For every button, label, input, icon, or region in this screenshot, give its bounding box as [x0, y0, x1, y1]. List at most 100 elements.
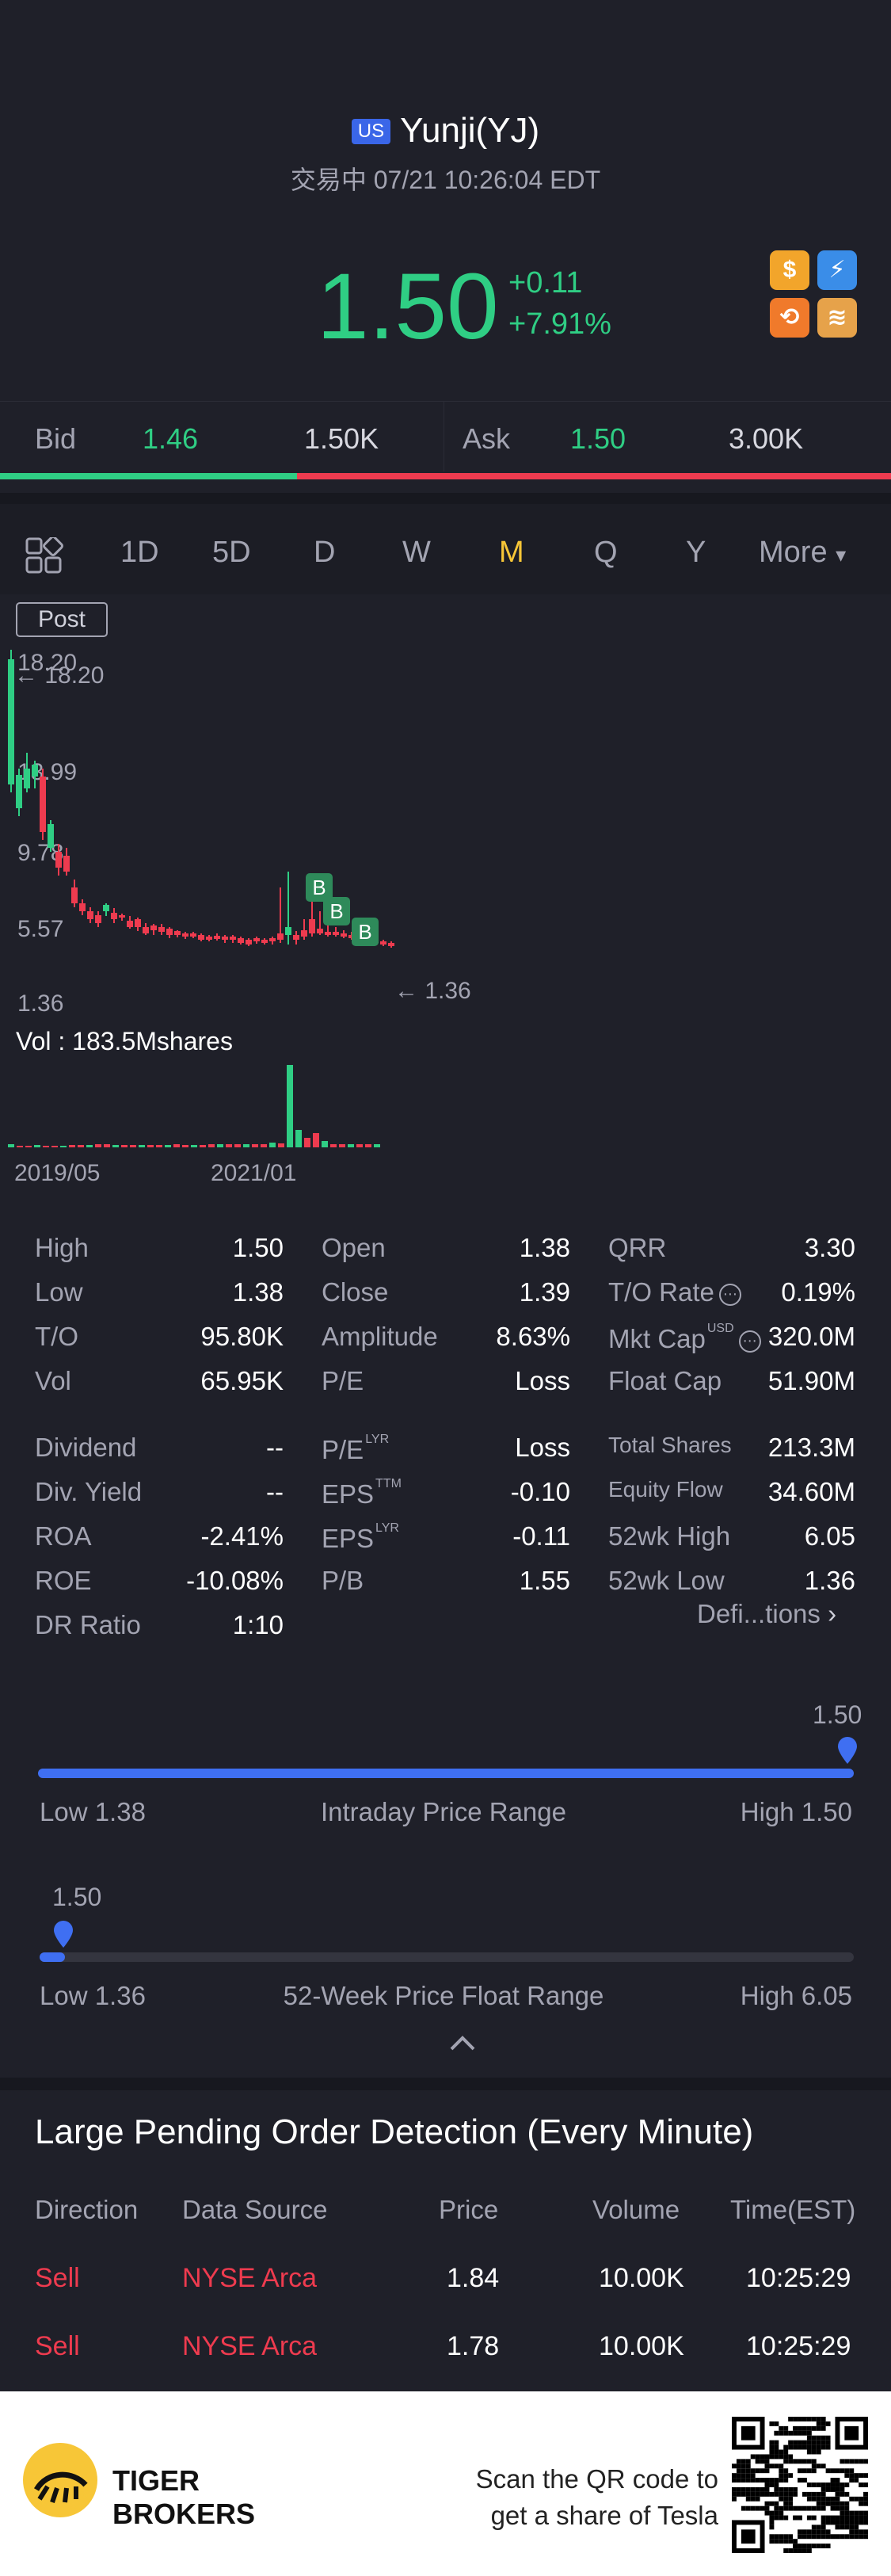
- qr-module: [830, 2478, 836, 2483]
- qr-module: [816, 2483, 821, 2487]
- qr-module: [745, 2468, 751, 2474]
- tab-1d[interactable]: 1D: [120, 536, 159, 569]
- info-icon[interactable]: ⋯: [718, 1284, 741, 1306]
- candle-body: [309, 919, 315, 933]
- volume-bar: [339, 1144, 345, 1147]
- volume-bar: [17, 1146, 23, 1147]
- tab-more[interactable]: More ▾: [759, 536, 846, 570]
- qr-module: [745, 2478, 751, 2483]
- qr-module: [859, 2483, 864, 2487]
- y-label-4: 5.57: [17, 916, 64, 942]
- candle-body: [24, 769, 30, 788]
- stack-icon[interactable]: ≋: [817, 298, 857, 338]
- qr-module: [769, 2463, 775, 2469]
- qr-module: [816, 2463, 821, 2469]
- stat-label: Open: [322, 1233, 386, 1263]
- qr-module: [811, 2491, 817, 2497]
- options-icon[interactable]: ⟲: [770, 298, 809, 338]
- volume-bar: [295, 1130, 302, 1147]
- stat-value: 1.36: [804, 1566, 855, 1595]
- qr-module: [844, 2425, 859, 2441]
- qr-code[interactable]: [732, 2417, 868, 2553]
- qr-module: [806, 2544, 812, 2549]
- qr-module: [849, 2534, 855, 2540]
- stat-label: P/E: [322, 1366, 364, 1396]
- stat-value: -10.08%: [186, 1566, 284, 1595]
- qr-module: [736, 2468, 741, 2474]
- buy-marker[interactable]: B: [352, 918, 379, 946]
- qr-module: [779, 2473, 784, 2479]
- candle-body: [285, 927, 291, 935]
- row-time: 10:25:29: [746, 2263, 851, 2293]
- stat-label-text: QRR: [608, 1233, 667, 1262]
- qr-module: [764, 2463, 770, 2469]
- tab-d[interactable]: D: [314, 536, 336, 569]
- qr-module: [863, 2534, 868, 2540]
- grid-icon[interactable]: [25, 537, 63, 575]
- lightning-icon[interactable]: ⚡: [817, 250, 857, 290]
- buy-marker[interactable]: B: [323, 897, 350, 925]
- qr-module: [798, 2417, 802, 2421]
- qr-module: [825, 2468, 831, 2474]
- intraday-low: Low 1.38: [40, 1797, 146, 1826]
- qr-module: [821, 2421, 826, 2426]
- qr-module: [783, 2501, 789, 2506]
- qr-module: [821, 2515, 826, 2521]
- qr-module: [821, 2444, 826, 2450]
- candle-body: [166, 929, 173, 935]
- qr-module: [863, 2501, 868, 2506]
- volume-bar: [182, 1145, 188, 1147]
- qr-module: [732, 2478, 737, 2483]
- definitions-link[interactable]: Defi...tions ›: [697, 1599, 836, 1629]
- collapse-chevron-icon[interactable]: [448, 2033, 477, 2052]
- qr-module: [835, 2505, 840, 2511]
- qr-module: [854, 2529, 859, 2535]
- qr-module: [750, 2478, 756, 2483]
- tab-m[interactable]: M: [499, 536, 524, 569]
- dollar-icon[interactable]: $: [770, 250, 809, 290]
- qr-module: [802, 2544, 807, 2549]
- tab-y[interactable]: Y: [686, 536, 706, 569]
- volume-bar: [217, 1144, 223, 1147]
- volume-bar: [365, 1144, 371, 1147]
- post-market-toggle[interactable]: Post: [16, 602, 108, 637]
- qr-module: [830, 2534, 836, 2540]
- qr-module: [736, 2463, 741, 2469]
- qr-module: [788, 2454, 794, 2460]
- candle-body: [317, 929, 323, 933]
- bid-volume-bar: [0, 473, 297, 479]
- stat-value: Loss: [515, 1433, 570, 1462]
- stat-label: Float Cap: [608, 1366, 722, 1396]
- info-icon[interactable]: ⋯: [738, 1330, 761, 1353]
- qr-module: [835, 2534, 840, 2540]
- promo-footer: TIGER BROKERS Scan the QR code to get a …: [0, 2391, 891, 2576]
- qr-module: [755, 2459, 760, 2464]
- qr-module: [755, 2491, 760, 2497]
- qr-module: [774, 2501, 779, 2506]
- qr-module: [769, 2520, 775, 2525]
- volume-chart[interactable]: [0, 1062, 444, 1149]
- stat-value: 1.38: [232, 1277, 284, 1307]
- qr-module: [840, 2520, 845, 2525]
- qr-module: [806, 2449, 812, 2455]
- qr-module: [736, 2478, 741, 2483]
- qr-module: [774, 2505, 779, 2511]
- qr-module: [793, 2459, 798, 2464]
- candle-body: [143, 927, 149, 933]
- stat-label-text: P/E: [322, 1435, 364, 1464]
- qr-module: [764, 2510, 770, 2516]
- qr-module: [811, 2449, 817, 2455]
- candle-body: [246, 940, 252, 945]
- volume-bar: [95, 1144, 101, 1147]
- tab-q[interactable]: Q: [594, 536, 618, 569]
- qr-module: [816, 2534, 821, 2540]
- qr-module: [806, 2505, 812, 2511]
- tab-5d[interactable]: 5D: [212, 536, 251, 569]
- qr-module: [854, 2534, 859, 2540]
- tab-w[interactable]: W: [402, 536, 431, 569]
- qr-module: [793, 2491, 798, 2497]
- candlestick-chart[interactable]: [0, 650, 444, 1006]
- week52-high: High 6.05: [740, 1981, 852, 2010]
- qr-module: [863, 2483, 868, 2487]
- qr-module: [798, 2425, 802, 2431]
